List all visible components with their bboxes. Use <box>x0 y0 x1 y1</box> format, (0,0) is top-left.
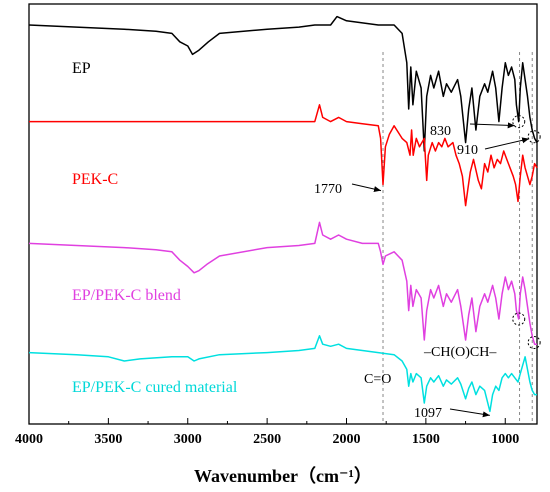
peak-circles <box>512 115 541 350</box>
annotation-epoxide: –CH(O)CH– <box>423 345 497 360</box>
x-tick-label: 3500 <box>94 432 122 447</box>
peak-circle-ep-830 <box>527 130 541 144</box>
annotation-910: 910 <box>457 143 478 158</box>
annotation-arrows <box>351 122 530 418</box>
annotation-830: 830 <box>430 124 451 139</box>
arrow-1770 <box>351 183 382 192</box>
x-tick-label: 1000 <box>491 432 519 447</box>
x-tick-label: 2500 <box>253 432 281 447</box>
spectra <box>28 15 538 413</box>
x-tick-label: 3000 <box>174 432 202 447</box>
x-tick-label: 1500 <box>412 432 440 447</box>
series-label-ep: EP <box>72 60 91 77</box>
peak-circle-blend-830 <box>527 336 541 350</box>
series-label-pek-c: PEK-C <box>72 171 118 188</box>
annotation-1097: 1097 <box>414 406 442 421</box>
x-axis-ticks: 4000 3500 3000 2500 2000 1500 1000 <box>15 418 519 447</box>
annotation-1770: 1770 <box>314 182 342 197</box>
x-tick-label: 2000 <box>333 432 361 447</box>
annotation-carbonyl: C=O <box>364 372 391 387</box>
series-line-3 <box>28 335 537 413</box>
series-line-1 <box>29 104 538 207</box>
plot-frame <box>28 3 538 425</box>
arrow-910 <box>484 137 530 150</box>
series-line-0 <box>28 15 538 152</box>
peak-circle-blend-910 <box>512 312 526 326</box>
series-label-blend: EP/PEK-C blend <box>72 287 181 304</box>
x-tick-label: 4000 <box>15 432 43 447</box>
arrow-1097 <box>449 408 490 418</box>
arrow-830 <box>469 122 515 129</box>
x-axis-title: Wavenumber（cm⁻¹） <box>194 466 372 486</box>
peak-circle-ep-910 <box>512 115 526 129</box>
series-label-cured: EP/PEK-C cured material <box>72 379 238 396</box>
series-line-2 <box>28 221 537 345</box>
